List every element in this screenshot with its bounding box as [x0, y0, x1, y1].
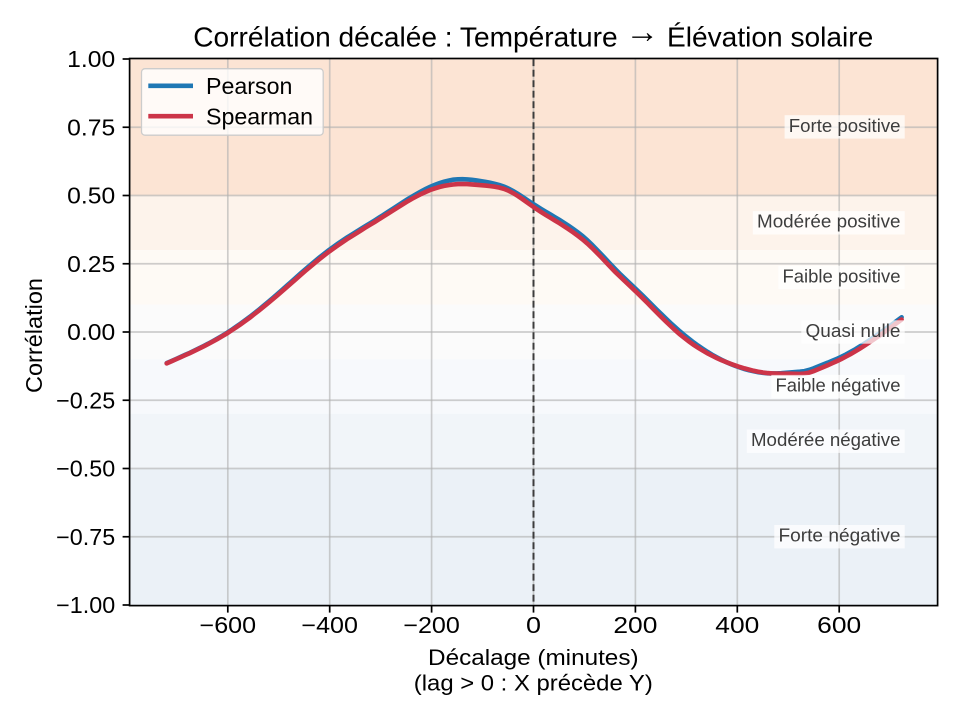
svg-text:−0.25: −0.25	[56, 387, 115, 413]
svg-text:Pearson: Pearson	[206, 73, 292, 99]
svg-text:Forte négative: Forte négative	[779, 525, 901, 546]
svg-text:(lag > 0 : X précède Y): (lag > 0 : X précède Y)	[414, 671, 653, 696]
svg-text:200: 200	[613, 612, 657, 638]
svg-text:Décalage (minutes): Décalage (minutes)	[428, 645, 639, 670]
svg-text:Spearman: Spearman	[206, 103, 313, 129]
svg-text:400: 400	[715, 612, 759, 638]
svg-text:0.25: 0.25	[67, 251, 115, 277]
svg-text:Faible négative: Faible négative	[776, 375, 901, 396]
svg-text:−0.50: −0.50	[56, 456, 115, 482]
svg-text:Modérée négative: Modérée négative	[751, 429, 901, 450]
svg-text:600: 600	[817, 612, 861, 638]
svg-text:0.00: 0.00	[67, 319, 115, 345]
svg-text:Quasi nulle: Quasi nulle	[806, 320, 901, 341]
svg-text:Faible positive: Faible positive	[783, 265, 901, 286]
svg-text:0.50: 0.50	[67, 183, 115, 209]
svg-text:0: 0	[526, 612, 541, 638]
svg-text:−1.00: −1.00	[56, 592, 115, 618]
svg-text:−400: −400	[301, 612, 358, 638]
svg-text:−0.75: −0.75	[56, 524, 115, 550]
svg-text:1.00: 1.00	[67, 46, 115, 72]
svg-text:Corrélation décalée : Températ: Corrélation décalée : Température → Élév…	[193, 13, 873, 53]
svg-text:Corrélation: Corrélation	[21, 278, 47, 393]
svg-text:Modérée positive: Modérée positive	[757, 211, 901, 232]
svg-text:−200: −200	[403, 612, 460, 638]
svg-text:Forte positive: Forte positive	[789, 115, 901, 136]
svg-text:−600: −600	[200, 612, 257, 638]
svg-text:0.75: 0.75	[67, 114, 115, 140]
